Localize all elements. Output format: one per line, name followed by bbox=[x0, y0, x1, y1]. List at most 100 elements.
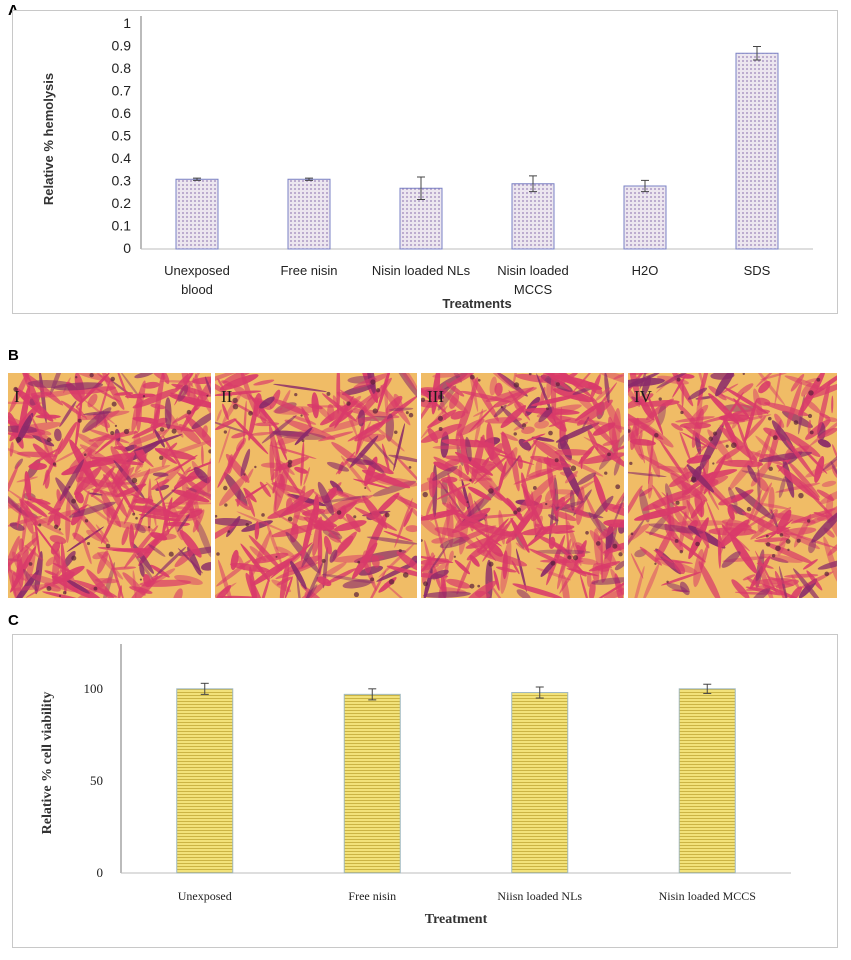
cell-strand bbox=[448, 550, 454, 563]
cell-strand bbox=[561, 574, 571, 598]
cell-strand bbox=[783, 431, 821, 458]
cell-strand bbox=[476, 549, 528, 567]
cell-strand bbox=[732, 409, 771, 417]
cell-nucleus bbox=[674, 539, 679, 543]
cell-strand bbox=[382, 443, 390, 473]
cell-nucleus bbox=[131, 477, 138, 484]
cell-strand bbox=[276, 576, 293, 586]
cell-nucleus bbox=[469, 478, 472, 482]
cell-strand bbox=[103, 474, 128, 518]
cell-nucleus bbox=[111, 401, 117, 407]
cell-strand bbox=[706, 501, 725, 550]
cell-strand bbox=[552, 510, 577, 521]
cell-strand bbox=[459, 432, 469, 476]
cell-strand bbox=[215, 373, 241, 387]
cell-strand bbox=[791, 574, 800, 590]
cell-strand bbox=[440, 476, 458, 483]
cell-nucleus bbox=[215, 514, 218, 518]
cell-strand bbox=[376, 492, 400, 515]
cell-strand bbox=[193, 467, 210, 484]
cell-strand bbox=[244, 489, 256, 517]
cell-strand bbox=[21, 504, 34, 534]
cell-strand bbox=[440, 399, 447, 421]
cell-strand bbox=[580, 574, 590, 598]
cell-strand bbox=[303, 516, 328, 531]
cell-strand bbox=[421, 383, 443, 401]
chart-c-x-tick-label: Niisn loaded NLs bbox=[497, 889, 582, 903]
cell-strand bbox=[358, 565, 384, 576]
cell-strand bbox=[746, 577, 760, 588]
cell-nucleus bbox=[71, 555, 77, 561]
cell-nucleus bbox=[370, 577, 375, 582]
chart-a-y-tick-label: 0.8 bbox=[112, 60, 132, 76]
cell-strand bbox=[8, 485, 30, 519]
cell-nucleus bbox=[353, 591, 360, 598]
cell-strand bbox=[160, 380, 193, 383]
chart-a-y-tick-label: 0.7 bbox=[112, 83, 132, 99]
cell-strand bbox=[508, 390, 531, 421]
cell-strand bbox=[554, 449, 592, 456]
cell-strand bbox=[321, 495, 369, 503]
cell-strand bbox=[177, 514, 190, 533]
cell-strand bbox=[8, 489, 47, 517]
cell-strand bbox=[577, 472, 597, 485]
cell-strand bbox=[528, 435, 540, 452]
cell-strand bbox=[16, 479, 27, 529]
cell-strand bbox=[786, 381, 803, 428]
cell-strand bbox=[723, 386, 769, 415]
cell-strand bbox=[65, 579, 90, 594]
cell-strand bbox=[708, 527, 757, 536]
cell-strand bbox=[132, 570, 137, 598]
cell-strand bbox=[430, 569, 449, 580]
cell-strand bbox=[628, 383, 640, 407]
cell-nucleus bbox=[807, 519, 811, 523]
cell-strand bbox=[814, 455, 825, 483]
cell-strand bbox=[347, 417, 394, 442]
cell-strand bbox=[473, 409, 488, 417]
cell-strand bbox=[694, 373, 705, 392]
cell-strand bbox=[510, 517, 530, 553]
cell-strand bbox=[811, 509, 837, 543]
cell-nucleus bbox=[466, 501, 469, 504]
cell-strand bbox=[162, 502, 170, 535]
cell-strand bbox=[494, 382, 503, 396]
cell-strand bbox=[441, 502, 466, 516]
cell-strand bbox=[586, 572, 592, 587]
cell-nucleus bbox=[52, 462, 57, 466]
cell-strand bbox=[778, 476, 786, 498]
cell-strand bbox=[92, 551, 109, 560]
cell-strand bbox=[366, 536, 417, 545]
cell-strand bbox=[154, 448, 196, 460]
cell-strand bbox=[216, 409, 222, 422]
cell-nucleus bbox=[528, 373, 532, 376]
cell-strand bbox=[486, 541, 504, 557]
cell-strand bbox=[809, 416, 837, 447]
cell-nucleus bbox=[742, 373, 745, 376]
cell-strand bbox=[528, 548, 565, 566]
cell-strand bbox=[133, 498, 154, 504]
cell-nucleus bbox=[423, 581, 428, 587]
cell-strand bbox=[30, 413, 52, 459]
cell-strand bbox=[512, 583, 563, 598]
cell-strand bbox=[102, 562, 115, 598]
cell-strand bbox=[693, 548, 704, 588]
cell-strand bbox=[42, 591, 91, 598]
cell-strand bbox=[191, 376, 211, 384]
cell-strand bbox=[150, 403, 166, 410]
cell-nucleus bbox=[595, 541, 601, 546]
cell-strand bbox=[596, 443, 624, 469]
cell-nucleus bbox=[572, 555, 579, 561]
cell-nucleus bbox=[13, 386, 18, 392]
cell-strand bbox=[111, 566, 137, 570]
cell-strand bbox=[97, 552, 124, 580]
cell-nucleus bbox=[532, 486, 537, 490]
cell-strand bbox=[469, 554, 480, 567]
cell-nucleus bbox=[248, 411, 253, 416]
cell-strand bbox=[793, 568, 827, 598]
cell-strand bbox=[533, 439, 566, 464]
cell-strand bbox=[75, 449, 92, 499]
cell-strand bbox=[554, 530, 575, 534]
chart-c-y-axis-title: Relative % cell viability bbox=[40, 692, 55, 835]
cell-strand bbox=[628, 523, 650, 545]
cell-nucleus bbox=[816, 377, 821, 382]
